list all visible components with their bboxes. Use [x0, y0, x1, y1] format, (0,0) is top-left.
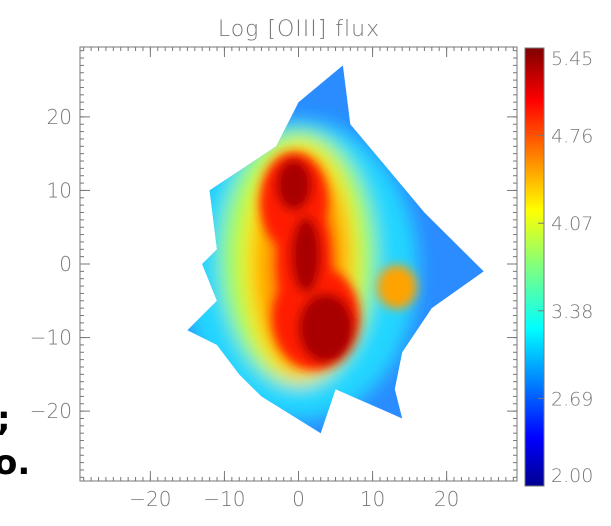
colorbar-tick-label: 4.76 [551, 126, 593, 148]
x-tick-label: 20 [434, 487, 459, 511]
chart-title: Log [OIII] flux [218, 17, 380, 42]
colorbar [524, 47, 545, 487]
colorbar-tick-label: 3.38 [551, 301, 593, 323]
peak-north [276, 159, 312, 211]
clipped-text-line2: o. [0, 443, 30, 483]
y-tick-label: 20 [47, 105, 72, 129]
colorbar-ticks: 5.45 4.76 4.07 3.38 2.69 2.00 [538, 47, 593, 487]
colorbar-tick-label: 4.07 [551, 213, 593, 235]
clipped-text-line1: ; [0, 399, 11, 439]
y-tick-label: −10 [30, 326, 72, 350]
y-tick-label: 10 [47, 178, 72, 202]
y-axis-ticks: −20 −10 0 10 20 [30, 105, 517, 423]
colorbar-tick-label: 2.69 [551, 388, 593, 410]
colorbar-tick-label: 2.00 [551, 465, 593, 487]
east-knot [377, 265, 417, 309]
y-tick-label: −20 [30, 399, 72, 423]
x-axis-ticks: −20 −10 0 10 20 [129, 47, 459, 511]
y-tick-label: 0 [59, 252, 72, 276]
x-tick-label: 10 [360, 487, 385, 511]
colorbar-tick-label: 5.45 [551, 48, 593, 70]
x-tick-label: −20 [129, 487, 171, 511]
x-tick-label: 0 [292, 487, 305, 511]
peak-south [298, 293, 354, 363]
x-tick-label: −10 [203, 487, 245, 511]
peak-center [291, 217, 321, 293]
